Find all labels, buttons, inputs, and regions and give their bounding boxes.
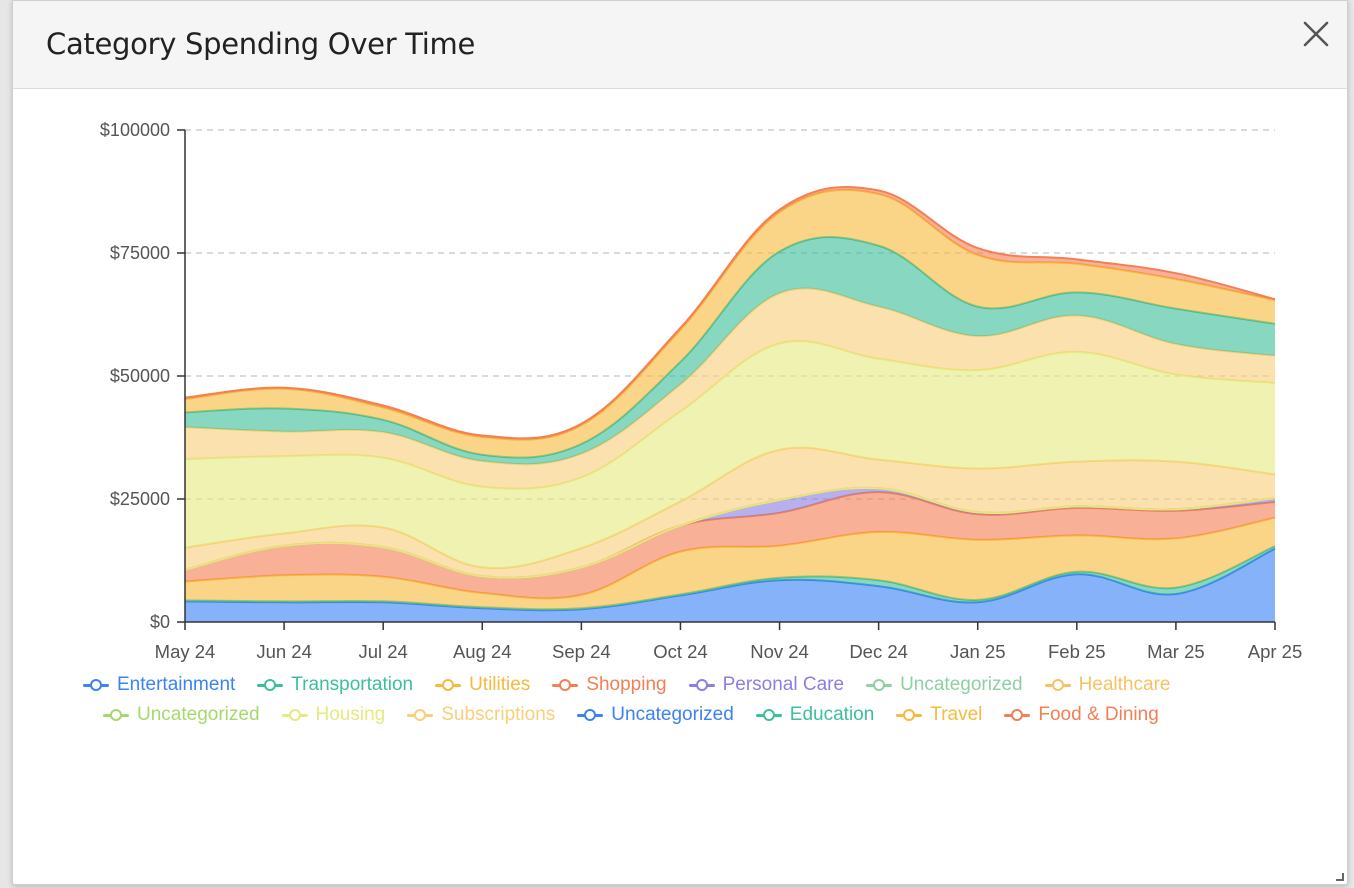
legend-marker-icon: [435, 679, 462, 691]
legend-label: Housing: [315, 704, 386, 725]
legend-item[interactable]: Transportation: [257, 674, 413, 696]
x-tick-label: May 24: [155, 641, 216, 662]
legend-marker-icon: [552, 679, 579, 691]
dialog-title: Category Spending Over Time: [46, 27, 476, 61]
x-tick-label: Jun 24: [256, 641, 312, 662]
legend-item[interactable]: Utilities: [435, 674, 530, 696]
legend-marker-icon: [103, 709, 129, 721]
x-tick-label: Aug 24: [453, 641, 512, 662]
y-tick-label: $75000: [110, 243, 170, 263]
legend-label: Travel: [930, 704, 983, 725]
legend-marker-icon: [755, 709, 782, 721]
y-tick-label: $25000: [110, 489, 170, 509]
legend-label: Food & Dining: [1038, 704, 1159, 725]
legend-marker-icon: [688, 679, 715, 691]
legend-marker-icon: [407, 709, 434, 721]
dialog-header: Category Spending Over Time: [13, 1, 1347, 89]
legend-label: Healthcare: [1078, 674, 1171, 695]
area-subscriptions[interactable]: [185, 447, 1275, 578]
legend-marker-icon: [281, 709, 308, 721]
legend-marker-icon: [83, 679, 109, 691]
close-icon: [1303, 21, 1329, 47]
legend-label: Personal Care: [722, 674, 845, 695]
x-tick-label: Dec 24: [849, 641, 908, 662]
legend-item[interactable]: Shopping: [552, 674, 667, 696]
area-subscriptions[interactable]: [185, 288, 1275, 489]
area-housing[interactable]: [185, 341, 1275, 569]
chart-dialog: Category Spending Over Time $0 $25000 $500…: [12, 0, 1348, 885]
legend-item[interactable]: Education: [755, 704, 875, 726]
stacked-area-chart: $0 $25000 $50000 $75000 $100000 May 24 Jun 24 J…: [100, 120, 1303, 662]
chart-area: $0 $25000 $50000 $75000 $100000 May 24 Jun 24 J…: [13, 89, 1347, 884]
legend-label: Education: [789, 704, 875, 725]
legend-item[interactable]: Personal Care: [688, 674, 845, 696]
line-food-dining: [184, 185, 1276, 440]
x-tick-label: Nov 24: [750, 641, 809, 662]
legend-label: Uncategorized: [137, 704, 260, 725]
x-tick-label: Oct 24: [653, 641, 708, 662]
legend-item[interactable]: Healthcare: [1044, 674, 1171, 696]
legend-item[interactable]: Food & Dining: [1004, 704, 1159, 726]
x-tick-label: Mar 25: [1147, 641, 1205, 662]
legend-label: Subscriptions: [441, 704, 556, 725]
x-tick-label: Jul 24: [358, 641, 407, 662]
legend-marker-icon: [577, 709, 604, 721]
legend-marker-icon: [1044, 679, 1071, 691]
legend-label: Shopping: [586, 674, 667, 695]
y-tick-label: $0: [150, 612, 170, 632]
area-entertainment[interactable]: [185, 548, 1275, 622]
x-tick-label: Apr 25: [1248, 641, 1303, 662]
legend-label: Uncategorized: [611, 704, 734, 725]
resize-grip-icon[interactable]: [1334, 871, 1344, 881]
legend-marker-icon: [896, 709, 923, 721]
x-tick-label: Sep 24: [552, 641, 611, 662]
x-tick-label: Feb 25: [1048, 641, 1106, 662]
legend-marker-icon: [1004, 709, 1031, 721]
legend-label: Utilities: [469, 674, 531, 695]
area-utilities[interactable]: [185, 517, 1275, 610]
legend-item[interactable]: Travel: [896, 704, 982, 726]
legend-marker-icon: [257, 679, 284, 691]
legend-marker-icon: [866, 679, 893, 691]
legend-item[interactable]: Entertainment: [83, 674, 235, 696]
y-tick-label: $50000: [110, 366, 170, 386]
legend-label: Uncategorized: [900, 674, 1023, 695]
legend-item[interactable]: Uncategorized: [103, 704, 260, 726]
legend-item[interactable]: Uncategorized: [577, 704, 734, 726]
legend-label: Entertainment: [117, 674, 236, 695]
legend-item[interactable]: Uncategorized: [866, 674, 1023, 696]
legend-item[interactable]: Housing: [281, 704, 386, 726]
legend-item[interactable]: Subscriptions: [407, 704, 555, 726]
legend-label: Transportation: [291, 674, 414, 695]
y-tick-label: $100000: [100, 120, 170, 140]
close-button[interactable]: [1299, 17, 1333, 51]
x-tick-label: Jan 25: [950, 641, 1006, 662]
